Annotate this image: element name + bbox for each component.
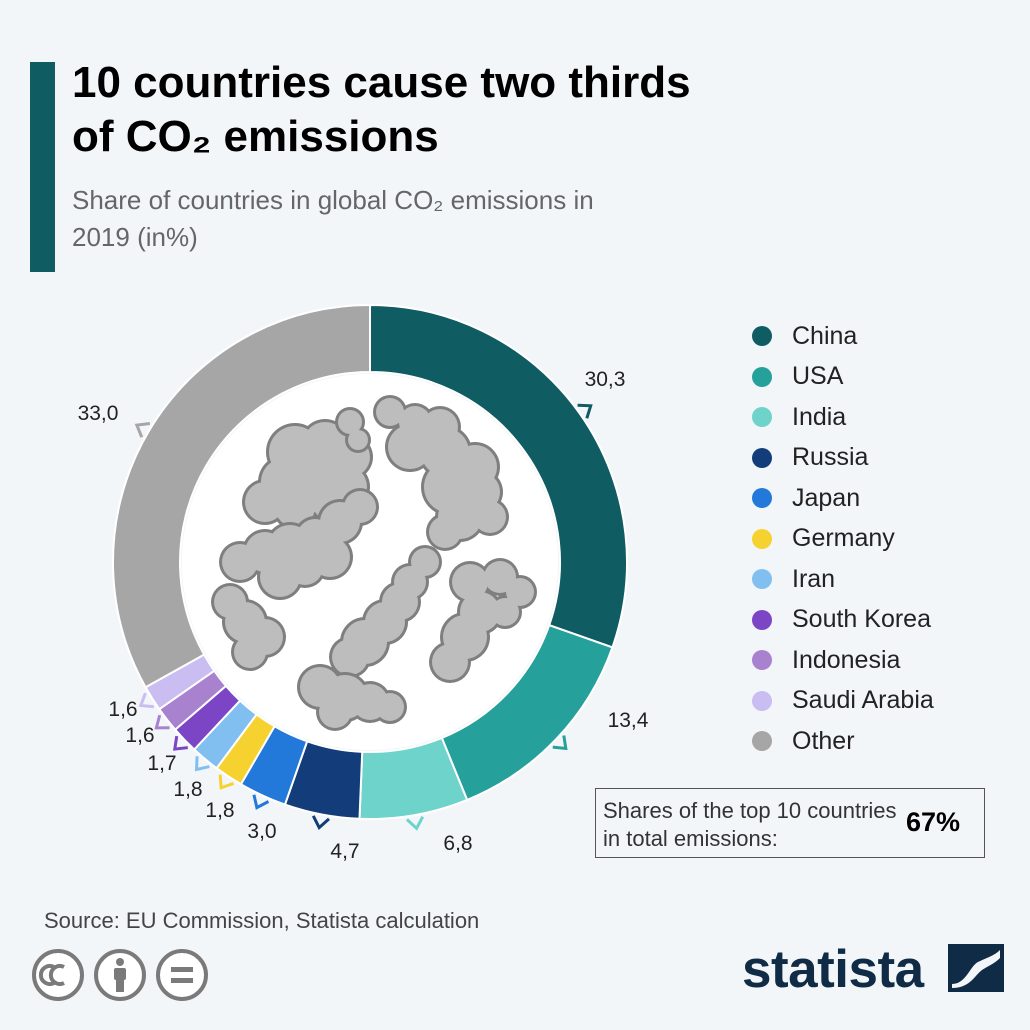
chart-legend: China USA India Russia Japan Germany Iran South… — [752, 316, 1022, 762]
legend-label: India — [792, 402, 847, 431]
marker-saudi-arabia — [138, 692, 155, 709]
legend-swatch — [752, 447, 772, 468]
value-label-indonesia: 1,6 — [125, 724, 154, 747]
legend-swatch — [752, 690, 772, 711]
marker-usa — [552, 735, 568, 751]
legend-swatch — [752, 407, 772, 428]
accent-bar — [30, 62, 55, 272]
legend-label: Saudi Arabia — [792, 686, 934, 715]
legend-label: Iran — [792, 564, 836, 593]
value-label-india: 6,8 — [443, 832, 472, 855]
legend-item-south-korea: South Korea — [752, 600, 1022, 641]
value-label-saudi-arabia: 1,6 — [108, 698, 137, 721]
summary-label: Shares of the top 10 countries in total … — [603, 798, 897, 851]
legend-label: Germany — [792, 524, 895, 553]
page-subtitle: Share of countries in global CO₂ emissio… — [72, 185, 594, 252]
slice-china — [369, 303, 628, 649]
brand-wordmark: statista — [742, 940, 924, 999]
legend-swatch — [752, 569, 772, 590]
smoke-cloud-icon — [211, 583, 286, 671]
license-icons — [32, 949, 208, 1001]
source-text: Source: EU Commission, Statista calculat… — [44, 908, 480, 933]
legend-item-japan: Japan — [752, 478, 1022, 519]
value-label-south-korea: 1,7 — [147, 752, 176, 775]
center-illustration — [182, 374, 558, 750]
smoke-cloud-icon — [373, 395, 509, 551]
value-label-germany: 1,8 — [205, 799, 234, 822]
marker-south-korea — [172, 735, 188, 751]
statista-logo-icon — [948, 944, 1004, 992]
marker-iran — [194, 756, 210, 772]
marker-indonesia — [154, 714, 170, 730]
legend-swatch — [752, 366, 772, 387]
legend-label: Russia — [792, 443, 869, 472]
legend-item-usa: USA — [752, 357, 1022, 398]
marker-russia — [311, 815, 330, 830]
chart-slices — [112, 303, 628, 820]
smoke-cloud-icon — [242, 419, 373, 530]
page-title: 10 countries cause two thirds of CO₂ emi… — [72, 58, 691, 161]
legend-label: Other — [792, 726, 855, 755]
legend-item-indonesia: Indonesia — [752, 640, 1022, 681]
legend-swatch — [752, 326, 772, 347]
legend-item-russia: Russia — [752, 438, 1022, 479]
marker-india — [405, 816, 425, 831]
marker-japan — [252, 794, 270, 810]
cc-icon[interactable] — [32, 949, 84, 1001]
legend-swatch — [752, 650, 772, 671]
summary-box: Shares of the top 10 countries in total … — [595, 788, 985, 858]
smoke-cloud-icon — [219, 488, 379, 600]
smoke-cloud-icon — [329, 545, 442, 678]
marker-germany — [218, 774, 235, 790]
summary-value: 67% — [906, 807, 961, 837]
statista-brand: statista — [742, 938, 1012, 1002]
legend-swatch — [752, 488, 772, 509]
equal-icon[interactable] — [156, 949, 208, 1001]
person-icon[interactable] — [94, 949, 146, 1001]
legend-label: China — [792, 321, 858, 350]
marker-other — [134, 421, 151, 438]
legend-label: Japan — [792, 483, 861, 512]
chart-labels: 30,3 13,4 6,8 4,7 3,0 1,81,8 1,7 1,6 1,6 33,0 — [78, 368, 649, 863]
legend-item-iran: Iran — [752, 559, 1022, 600]
legend-label: South Korea — [792, 605, 931, 634]
value-label-iran: 1,8 — [173, 778, 202, 801]
value-label-usa: 13,4 — [608, 709, 649, 732]
value-label-japan: 3,0 — [247, 820, 276, 843]
value-label-china: 30,3 — [585, 368, 626, 391]
legend-item-china: China — [752, 316, 1022, 357]
legend-item-india: India — [752, 397, 1022, 438]
value-label-other: 33,0 — [78, 402, 119, 425]
legend-item-germany: Germany — [752, 519, 1022, 560]
legend-swatch — [752, 528, 772, 549]
legend-swatch — [752, 731, 772, 752]
value-label-russia: 4,7 — [330, 840, 359, 863]
smoke-cloud-icon — [297, 664, 407, 731]
smoke-cloud-icon — [429, 558, 537, 683]
smoke-cloud-icon — [335, 407, 371, 453]
legend-item-other: Other — [752, 721, 1022, 762]
legend-label: Indonesia — [792, 645, 901, 674]
legend-swatch — [752, 609, 772, 630]
legend-item-saudi-arabia: Saudi Arabia — [752, 681, 1022, 722]
slice-other — [112, 303, 371, 689]
legend-label: USA — [792, 362, 844, 391]
marker-china — [577, 403, 593, 419]
